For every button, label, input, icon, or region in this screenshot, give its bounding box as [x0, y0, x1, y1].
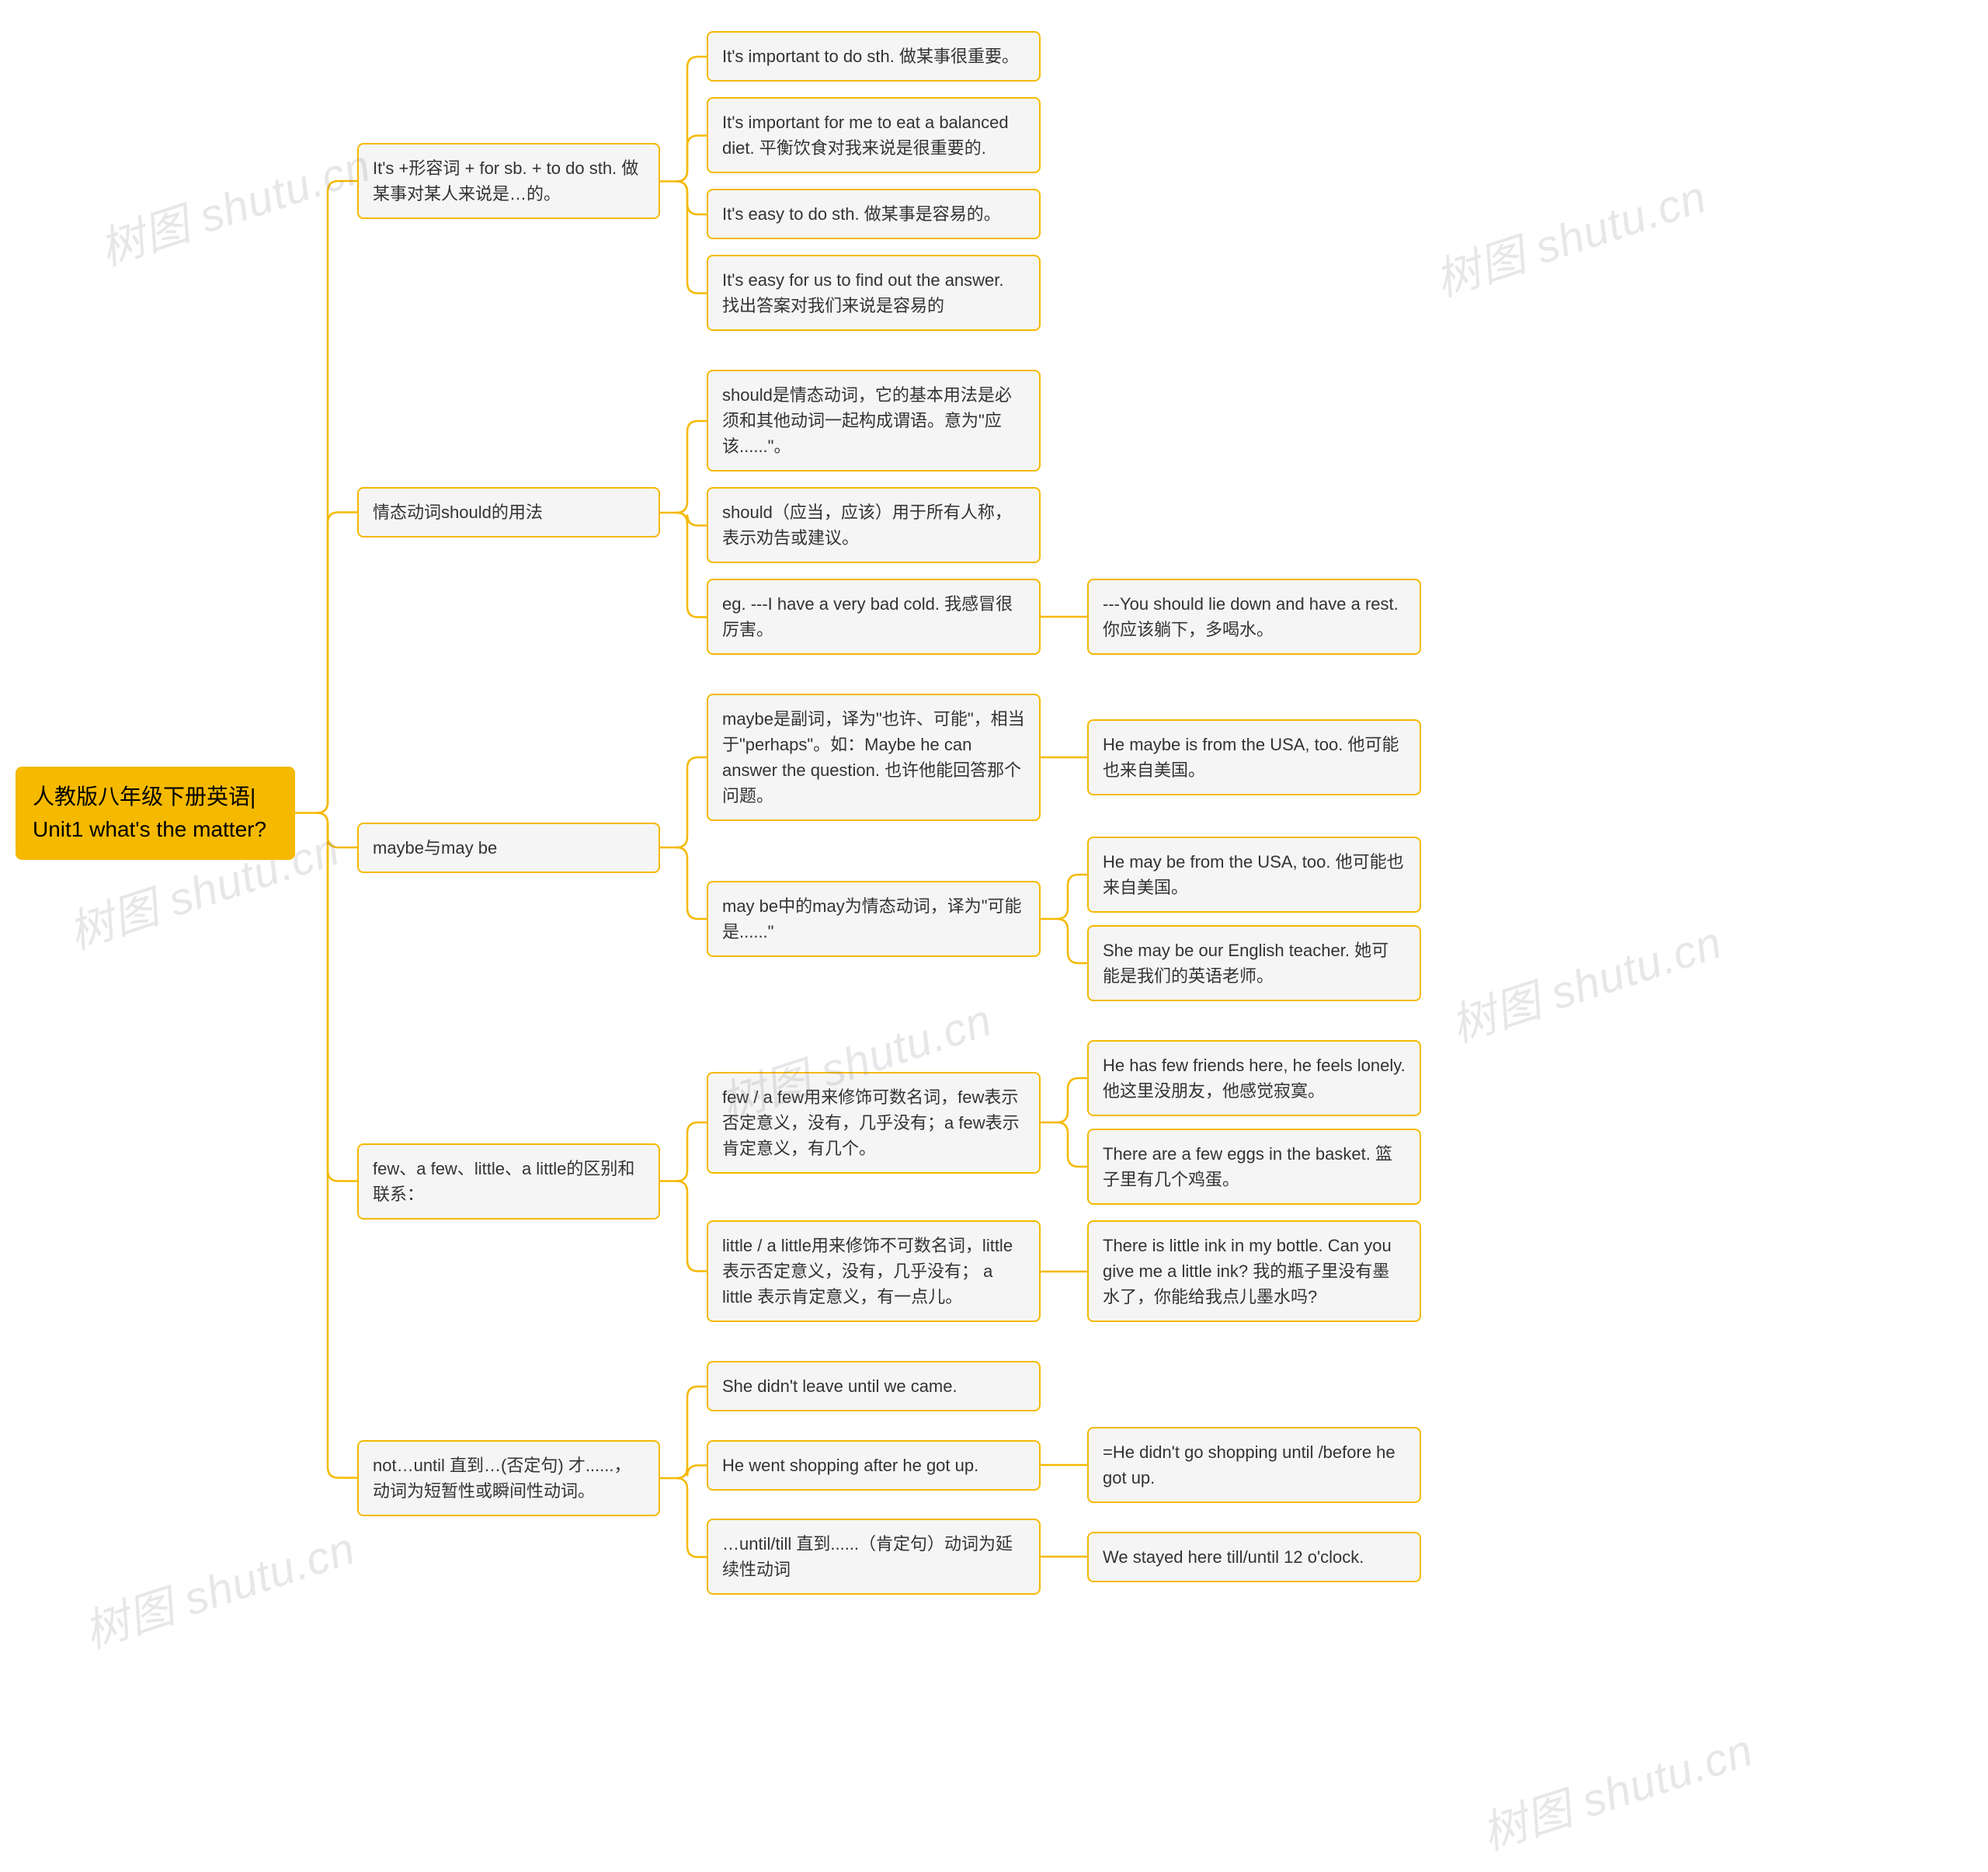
node-l2[interactable]: may be中的may为情态动词，译为"可能是......" — [707, 881, 1041, 957]
watermark: 树图 shutu.cn — [1472, 1714, 1760, 1863]
node-l2[interactable]: should是情态动词，它的基本用法是必须和其他动词一起构成谓语。意为"应该..… — [707, 370, 1041, 471]
connector-l2 — [1041, 613, 1087, 621]
node-l2[interactable]: It's important for me to eat a balanced … — [707, 97, 1041, 173]
level1-column: It's +形容词 + for sb. + to do sth. 做某事对某人来… — [357, 31, 1421, 1595]
children-l1: She didn't leave until we came. He went s… — [707, 1361, 1421, 1595]
children-l1: maybe是副词，译为"也许、可能"，相当于"perhaps"。如：Maybe … — [707, 694, 1421, 1001]
node-l2[interactable]: little / a little用来修饰不可数名词，little表示否定意义，… — [707, 1220, 1041, 1322]
node-l3[interactable]: There are a few eggs in the basket. 篮子里有… — [1087, 1129, 1421, 1205]
branch-l3: ---You should lie down and have a rest. … — [1087, 579, 1421, 655]
node-l1[interactable]: few、a few、little、a little的区别和联系： — [357, 1143, 660, 1220]
node-l3[interactable]: He maybe is from the USA, too. 他可能也来自美国。 — [1087, 719, 1421, 795]
connector-l2 — [1041, 753, 1087, 761]
node-l3[interactable]: ---You should lie down and have a rest. … — [1087, 579, 1421, 655]
branch-l1: maybe与may be maybe是副词，译为"也许、可能"，相当于"perha… — [357, 694, 1421, 1001]
node-l2[interactable]: should（应当，应该）用于所有人称，表示劝告或建议。 — [707, 487, 1041, 563]
connector-l1 — [660, 61, 707, 301]
branch-l1: not…until 直到…(否定句) 才......，动词为短暂性或瞬间性动词。… — [357, 1361, 1421, 1595]
node-l2[interactable]: eg. ---I have a very bad cold. 我感冒很厉害。 — [707, 579, 1041, 655]
branch-l1: 情态动词should的用法 should是情态动词，它的基本用法是必须和其他动词一… — [357, 370, 1421, 655]
branch-l3: =He didn't go shopping until /before he … — [1087, 1427, 1421, 1503]
branch-l2: eg. ---I have a very bad cold. 我感冒很厉害。 --… — [707, 579, 1421, 655]
node-l3[interactable]: There is little ink in my bottle. Can yo… — [1087, 1220, 1421, 1322]
node-l2[interactable]: …until/till 直到......（肯定句）动词为延续性动词 — [707, 1519, 1041, 1595]
root-node[interactable]: 人教版八年级下册英语| Unit1 what's the matter? — [16, 767, 295, 860]
children-l2: We stayed here till/until 12 o'clock. — [1087, 1532, 1421, 1582]
branch-l3: There are a few eggs in the basket. 篮子里有… — [1087, 1129, 1421, 1205]
branch-l2: He went shopping after he got up. =He did… — [707, 1427, 1421, 1503]
connector-l1 — [660, 1105, 707, 1258]
branch-l2: maybe是副词，译为"也许、可能"，相当于"perhaps"。如：Maybe … — [707, 694, 1421, 821]
node-l3[interactable]: He may be from the USA, too. 他可能也来自美国。 — [1087, 837, 1421, 913]
branch-l2: should（应当，应该）用于所有人称，表示劝告或建议。 — [707, 487, 1421, 563]
root-connector — [295, 163, 357, 1463]
children-l1: It's important to do sth. 做某事很重要。 It's im… — [707, 31, 1041, 331]
connector-l1 — [660, 1391, 707, 1565]
branch-l1: few、a few、little、a little的区别和联系： few / a … — [357, 1040, 1421, 1322]
node-l3[interactable]: =He didn't go shopping until /before he … — [1087, 1427, 1421, 1503]
node-l2[interactable]: It's important to do sth. 做某事很重要。 — [707, 31, 1041, 82]
children-l2: There is little ink in my bottle. Can yo… — [1087, 1220, 1421, 1322]
branch-l2: It's easy for us to find out the answer.… — [707, 255, 1041, 331]
connector-l1 — [660, 765, 707, 930]
branch-l2: may be中的may为情态动词，译为"可能是......" He may be … — [707, 837, 1421, 1001]
connector-l1 — [660, 412, 707, 612]
children-l2: ---You should lie down and have a rest. … — [1087, 579, 1421, 655]
node-l2[interactable]: She didn't leave until we came. — [707, 1361, 1041, 1411]
node-l2[interactable]: He went shopping after he got up. — [707, 1440, 1041, 1491]
branch-l2: …until/till 直到......（肯定句）动词为延续性动词 We stay… — [707, 1519, 1421, 1595]
branch-l2: few / a few用来修饰可数名词，few表示否定意义，没有，几乎没有；a … — [707, 1040, 1421, 1205]
connector-l2 — [1041, 1077, 1087, 1168]
node-l1[interactable]: maybe与may be — [357, 823, 660, 873]
node-l3[interactable]: He has few friends here, he feels lonely… — [1087, 1040, 1421, 1116]
connector-l2 — [1041, 1461, 1087, 1469]
children-l2: He has few friends here, he feels lonely… — [1087, 1040, 1421, 1205]
branch-l2: should是情态动词，它的基本用法是必须和其他动词一起构成谓语。意为"应该..… — [707, 370, 1421, 471]
node-l3[interactable]: We stayed here till/until 12 o'clock. — [1087, 1532, 1421, 1582]
branch-l2: She didn't leave until we came. — [707, 1361, 1421, 1411]
connector-l2 — [1041, 873, 1087, 965]
node-l2[interactable]: It's easy for us to find out the answer.… — [707, 255, 1041, 331]
children-l1: should是情态动词，它的基本用法是必须和其他动词一起构成谓语。意为"应该..… — [707, 370, 1421, 655]
node-l1[interactable]: not…until 直到…(否定句) 才......，动词为短暂性或瞬间性动词。 — [357, 1440, 660, 1516]
node-l3[interactable]: She may be our English teacher. 她可能是我们的英… — [1087, 925, 1421, 1001]
connector-l2 — [1041, 1553, 1087, 1561]
children-l1: few / a few用来修饰可数名词，few表示否定意义，没有，几乎没有；a … — [707, 1040, 1421, 1322]
branch-l3: He maybe is from the USA, too. 他可能也来自美国。 — [1087, 719, 1421, 795]
branch-l3: There is little ink in my bottle. Can yo… — [1087, 1220, 1421, 1322]
branch-l1: It's +形容词 + for sb. + to do sth. 做某事对某人来… — [357, 31, 1421, 331]
branch-l2: It's easy to do sth. 做某事是容易的。 — [707, 189, 1041, 239]
branch-l2: little / a little用来修饰不可数名词，little表示否定意义，… — [707, 1220, 1421, 1322]
node-l2[interactable]: maybe是副词，译为"也许、可能"，相当于"perhaps"。如：Maybe … — [707, 694, 1041, 821]
children-l2: He maybe is from the USA, too. 他可能也来自美国。 — [1087, 719, 1421, 795]
children-l2: He may be from the USA, too. 他可能也来自美国。 Sh… — [1087, 837, 1421, 1001]
mindmap-root-container: 人教版八年级下册英语| Unit1 what's the matter? It'… — [16, 31, 1972, 1595]
branch-l3: She may be our English teacher. 她可能是我们的英… — [1087, 925, 1421, 1001]
node-l2[interactable]: few / a few用来修饰可数名词，few表示否定意义，没有，几乎没有；a … — [707, 1072, 1041, 1174]
branch-l2: It's important for me to eat a balanced … — [707, 97, 1041, 173]
node-l1[interactable]: 情态动词should的用法 — [357, 487, 660, 538]
node-l1[interactable]: It's +形容词 + for sb. + to do sth. 做某事对某人来… — [357, 143, 660, 219]
children-l2: =He didn't go shopping until /before he … — [1087, 1427, 1421, 1503]
branch-l3: We stayed here till/until 12 o'clock. — [1087, 1532, 1421, 1582]
branch-l2: It's important to do sth. 做某事很重要。 — [707, 31, 1041, 82]
branch-l3: He may be from the USA, too. 他可能也来自美国。 — [1087, 837, 1421, 913]
node-l2[interactable]: It's easy to do sth. 做某事是容易的。 — [707, 189, 1041, 239]
connector-l2 — [1041, 1268, 1087, 1275]
branch-l3: He has few friends here, he feels lonely… — [1087, 1040, 1421, 1116]
